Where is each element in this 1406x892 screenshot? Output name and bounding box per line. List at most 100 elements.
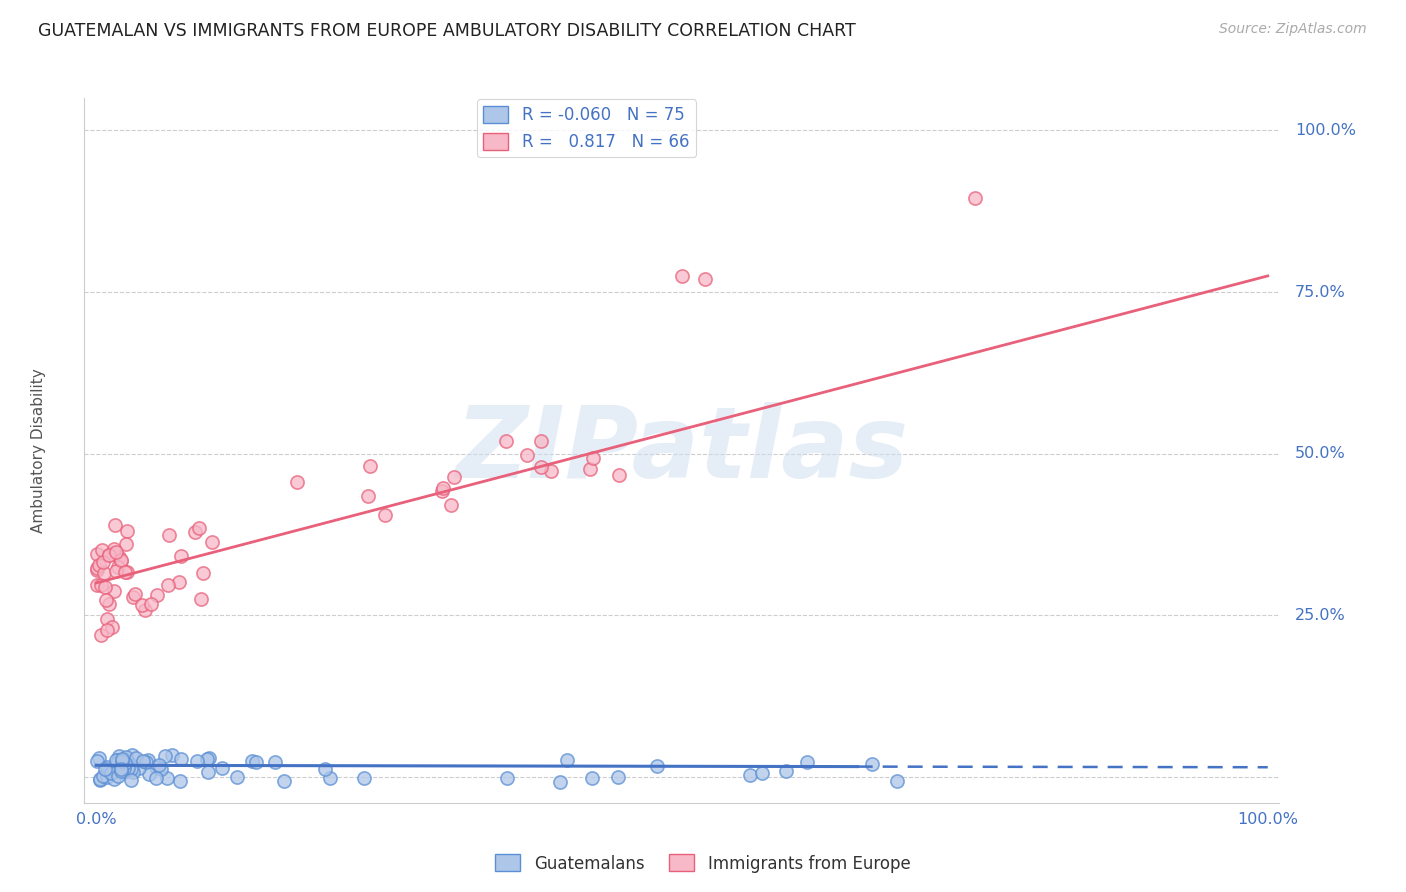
Point bbox=[86, 561, 108, 575]
Point bbox=[132, 754, 155, 768]
Point bbox=[107, 560, 129, 574]
Point bbox=[314, 762, 336, 776]
Point bbox=[135, 755, 157, 769]
Point bbox=[111, 752, 134, 766]
Point bbox=[150, 762, 173, 776]
Text: 25.0%: 25.0% bbox=[1295, 607, 1346, 623]
Point bbox=[110, 554, 132, 568]
Text: Ambulatory Disability: Ambulatory Disability bbox=[31, 368, 46, 533]
Point bbox=[197, 765, 219, 780]
Point bbox=[245, 756, 267, 770]
Point bbox=[112, 755, 135, 769]
Point bbox=[353, 772, 375, 786]
Point bbox=[186, 754, 208, 768]
Point bbox=[609, 468, 631, 483]
Point bbox=[86, 548, 108, 562]
Point bbox=[357, 489, 380, 503]
Point bbox=[495, 434, 517, 448]
Point bbox=[90, 628, 112, 642]
Point bbox=[555, 753, 578, 767]
Point bbox=[122, 764, 145, 779]
Point bbox=[124, 587, 146, 601]
Point bbox=[93, 566, 115, 580]
Point bbox=[138, 767, 160, 781]
Legend: R = -0.060   N = 75, R =   0.817   N = 66: R = -0.060 N = 75, R = 0.817 N = 66 bbox=[477, 99, 696, 157]
Point bbox=[104, 564, 127, 578]
Point bbox=[104, 544, 127, 558]
Point bbox=[100, 765, 122, 780]
Point bbox=[90, 578, 112, 592]
Point bbox=[107, 769, 129, 783]
Text: 0.0%: 0.0% bbox=[76, 813, 117, 828]
Point bbox=[100, 620, 122, 634]
Point bbox=[606, 770, 628, 784]
Point bbox=[117, 761, 139, 775]
Point bbox=[91, 555, 114, 569]
Point bbox=[886, 773, 908, 788]
Point bbox=[107, 748, 129, 763]
Point bbox=[740, 768, 762, 782]
Point bbox=[264, 755, 287, 769]
Text: ZIPatlas: ZIPatlas bbox=[456, 402, 908, 499]
Point bbox=[540, 465, 562, 479]
Point bbox=[128, 761, 150, 775]
Point bbox=[91, 769, 114, 783]
Point bbox=[115, 536, 138, 550]
Point bbox=[201, 535, 224, 549]
Point bbox=[98, 597, 121, 611]
Point bbox=[112, 761, 135, 775]
Point bbox=[860, 757, 883, 772]
Point bbox=[188, 521, 211, 535]
Point bbox=[131, 599, 153, 613]
Point bbox=[211, 761, 233, 775]
Point bbox=[110, 553, 132, 567]
Point bbox=[98, 548, 121, 562]
Point bbox=[530, 434, 553, 448]
Point bbox=[94, 762, 117, 776]
Point bbox=[114, 565, 136, 579]
Point bbox=[153, 748, 176, 763]
Point bbox=[86, 578, 108, 592]
Point bbox=[645, 758, 668, 772]
Text: 100.0%: 100.0% bbox=[1295, 123, 1355, 138]
Point bbox=[89, 751, 111, 765]
Point bbox=[108, 550, 131, 565]
Point bbox=[91, 543, 114, 558]
Point bbox=[359, 459, 381, 474]
Point bbox=[115, 524, 138, 538]
Point bbox=[115, 750, 138, 764]
Point bbox=[319, 771, 342, 785]
Point bbox=[114, 756, 136, 771]
Point bbox=[136, 753, 159, 767]
Point bbox=[157, 578, 180, 592]
Point bbox=[193, 566, 215, 580]
Point bbox=[89, 772, 111, 786]
Point bbox=[89, 773, 111, 788]
Point bbox=[125, 750, 148, 764]
Point bbox=[94, 580, 117, 594]
Point bbox=[97, 764, 120, 779]
Point bbox=[139, 597, 162, 611]
Point bbox=[86, 563, 108, 577]
Point bbox=[184, 525, 207, 540]
Point bbox=[695, 272, 717, 286]
Text: 75.0%: 75.0% bbox=[1295, 285, 1346, 300]
Point bbox=[87, 558, 110, 572]
Point bbox=[101, 546, 124, 560]
Point bbox=[96, 770, 118, 784]
Point bbox=[120, 763, 142, 777]
Point bbox=[443, 470, 465, 484]
Point bbox=[98, 548, 121, 562]
Point bbox=[169, 774, 191, 789]
Point bbox=[162, 748, 184, 763]
Point bbox=[96, 759, 118, 773]
Legend: Guatemalans, Immigrants from Europe: Guatemalans, Immigrants from Europe bbox=[489, 847, 917, 880]
Point bbox=[430, 484, 453, 499]
Point bbox=[105, 753, 128, 767]
Point bbox=[112, 765, 135, 780]
Point bbox=[273, 774, 295, 789]
Point bbox=[751, 766, 773, 780]
Point bbox=[114, 753, 136, 767]
Point bbox=[107, 756, 129, 770]
Text: 100.0%: 100.0% bbox=[1237, 813, 1298, 828]
